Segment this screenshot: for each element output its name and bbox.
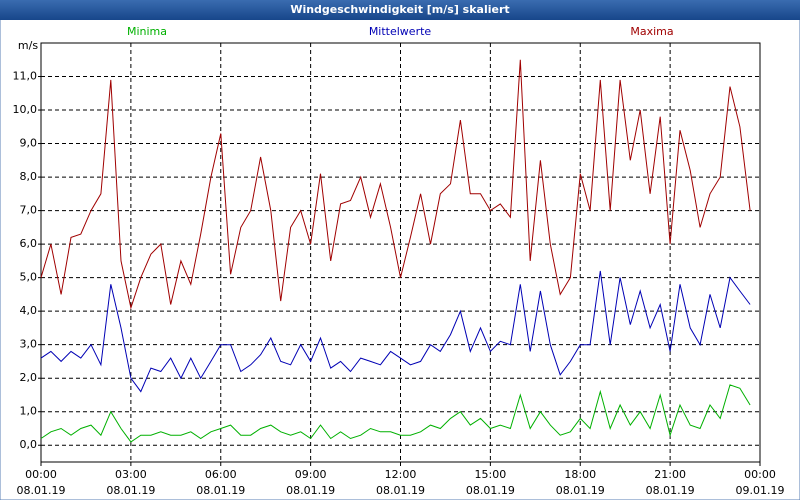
x-tick-date: 08.01.19 xyxy=(196,484,245,497)
plot-area xyxy=(41,43,760,462)
x-tick-label: 00:00 xyxy=(744,468,776,481)
y-tick-label: 8,0 xyxy=(20,170,38,183)
series-line xyxy=(40,270,751,393)
x-tick-date: 08.01.19 xyxy=(556,484,605,497)
x-tick-date: 08.01.19 xyxy=(646,484,695,497)
legend-entry: Minima xyxy=(127,25,167,38)
y-tick-label: 11,0 xyxy=(13,70,38,83)
x-tick-label: 12:00 xyxy=(385,468,417,481)
plot-border xyxy=(40,42,761,463)
x-tick-label: 18:00 xyxy=(564,468,596,481)
x-tick-date: 09.01.19 xyxy=(736,484,785,497)
series-line xyxy=(40,59,751,310)
x-tick-date: 08.01.19 xyxy=(286,484,335,497)
legend-entry: Mittelwerte xyxy=(369,25,432,38)
x-tick-date: 08.01.19 xyxy=(106,484,155,497)
x-tick-label: 09:00 xyxy=(295,468,327,481)
y-axis-label: m/s xyxy=(18,39,38,52)
y-tick-label: 3,0 xyxy=(20,338,38,351)
chart-title: Windgeschwindigkeit [m/s] skaliert xyxy=(290,3,509,16)
y-tick-label: 2,0 xyxy=(20,371,38,384)
title-bar xyxy=(0,0,800,20)
y-tick-label: 10,0 xyxy=(13,103,38,116)
x-tick-label: 00:00 xyxy=(25,468,57,481)
legend-entry: Maxima xyxy=(630,25,673,38)
y-tick-label: 6,0 xyxy=(20,237,38,250)
y-tick-label: 7,0 xyxy=(20,204,38,217)
y-tick-label: 1,0 xyxy=(20,405,38,418)
x-tick-date: 08.01.19 xyxy=(376,484,425,497)
x-tick-label: 06:00 xyxy=(205,468,237,481)
y-tick-label: 5,0 xyxy=(20,271,38,284)
y-tick-label: 0,0 xyxy=(20,438,38,451)
x-tick-label: 15:00 xyxy=(475,468,507,481)
y-tick-label: 4,0 xyxy=(20,304,38,317)
y-tick-label: 9,0 xyxy=(20,137,38,150)
x-tick-date: 08.01.19 xyxy=(17,484,66,497)
x-tick-label: 03:00 xyxy=(115,468,147,481)
x-tick-label: 21:00 xyxy=(654,468,686,481)
series-line xyxy=(40,384,751,443)
x-tick-date: 08.01.19 xyxy=(466,484,515,497)
